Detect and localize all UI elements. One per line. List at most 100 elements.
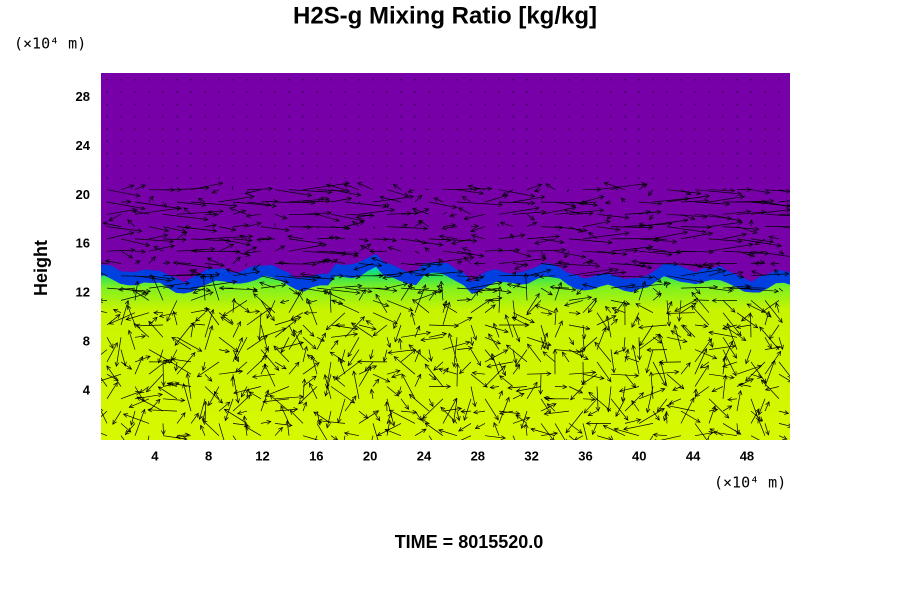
vector-head: [316, 274, 322, 280]
vector-arrow: [493, 323, 500, 338]
vector-head: [145, 355, 151, 360]
vector-arrow: [568, 337, 574, 345]
vector-head: [126, 304, 132, 310]
vector-head: [231, 297, 237, 303]
vector-head: [382, 275, 388, 280]
vector-head: [540, 195, 546, 200]
vector-head: [656, 278, 662, 283]
vector-head: [782, 435, 788, 440]
vector-head: [355, 274, 361, 280]
vector-arrow: [252, 373, 276, 378]
vector-head: [104, 259, 110, 264]
vector-head: [757, 364, 763, 370]
vector-arrow: [243, 416, 248, 436]
vector-head: [580, 380, 586, 386]
vector-head: [328, 235, 334, 240]
vector-arrow: [212, 189, 220, 194]
vector-head: [371, 326, 377, 331]
vector-head: [624, 231, 630, 236]
vector-arrow: [451, 238, 472, 245]
vector-arrow: [162, 285, 174, 289]
vector-head: [127, 219, 133, 225]
vector-head: [262, 335, 268, 340]
vector-arrow: [764, 201, 790, 208]
vector-head: [438, 234, 445, 239]
vector-head: [729, 374, 735, 380]
vector-head: [605, 219, 611, 225]
vector-head: [148, 320, 154, 326]
vector-head: [591, 370, 597, 375]
vector-head: [374, 410, 380, 415]
vector-head: [207, 376, 213, 382]
vector-head: [150, 256, 156, 262]
vector-head: [699, 279, 705, 284]
vector-head: [290, 332, 295, 338]
vector-head: [303, 345, 309, 352]
vector-head: [467, 184, 473, 190]
vector-arrow: [442, 188, 492, 191]
vector-arrow: [190, 413, 199, 424]
vector-arrow: [232, 185, 234, 190]
vector-arrow: [358, 365, 377, 375]
vector-arrow: [722, 250, 769, 254]
vector-arrow: [232, 321, 241, 338]
vector-head: [387, 350, 393, 355]
vector-head: [769, 198, 775, 204]
vector-arrow: [316, 260, 327, 264]
vector-head: [631, 400, 636, 406]
vector-head: [675, 249, 681, 255]
vector-head: [622, 301, 628, 307]
vector-head: [166, 359, 172, 364]
vector-arrow: [288, 238, 323, 245]
vector-arrow: [442, 238, 451, 242]
vector-head: [333, 339, 339, 345]
vector-arrow: [288, 287, 299, 295]
vector-head: [489, 298, 495, 303]
vector-head: [737, 389, 743, 396]
vector-arrow: [512, 196, 545, 203]
vector-head: [587, 295, 593, 301]
vector-arrow: [414, 284, 426, 313]
vector-head: [712, 354, 718, 360]
vector-arrow: [708, 196, 745, 203]
vector-arrow: [289, 410, 304, 424]
vector-arrow: [422, 398, 444, 419]
vector-arrow: [158, 349, 164, 363]
vector-head: [722, 325, 728, 330]
vector-head: [486, 363, 492, 369]
vector-head: [789, 258, 790, 259]
vector-head: [791, 225, 795, 229]
vector-head: [738, 220, 744, 225]
vector-arrow: [498, 397, 510, 424]
vector-arrow: [302, 250, 346, 255]
vector-arrow: [624, 263, 652, 269]
vector-arrow: [176, 336, 202, 352]
vector-arrow: [414, 238, 427, 244]
vector-arrow: [456, 287, 497, 292]
vector-head: [324, 391, 329, 397]
vector-head: [588, 231, 594, 237]
vector-arrow: [414, 263, 442, 265]
vector-head: [467, 317, 473, 322]
vector-head: [168, 381, 174, 387]
vector-head: [485, 299, 491, 304]
vector-arrow: [694, 389, 697, 399]
vector-arrow: [134, 260, 141, 264]
vector-head: [639, 392, 645, 397]
vector-head: [757, 374, 763, 379]
vector-arrow: [274, 275, 317, 281]
vector-arrow: [582, 232, 629, 240]
vector-arrow: [515, 349, 528, 367]
vector-arrow: [338, 357, 346, 375]
vector-head: [390, 421, 396, 427]
vector-head: [190, 352, 196, 358]
vector-head: [443, 300, 448, 306]
vector-arrow: [764, 401, 770, 412]
x-tick-label: 32: [524, 448, 538, 463]
vector-arrow: [540, 226, 563, 229]
vector-arrow: [245, 426, 262, 437]
vector-arrow: [252, 263, 262, 271]
vector-head: [128, 403, 134, 408]
vector-head: [520, 455, 524, 459]
vector-head: [656, 407, 662, 413]
